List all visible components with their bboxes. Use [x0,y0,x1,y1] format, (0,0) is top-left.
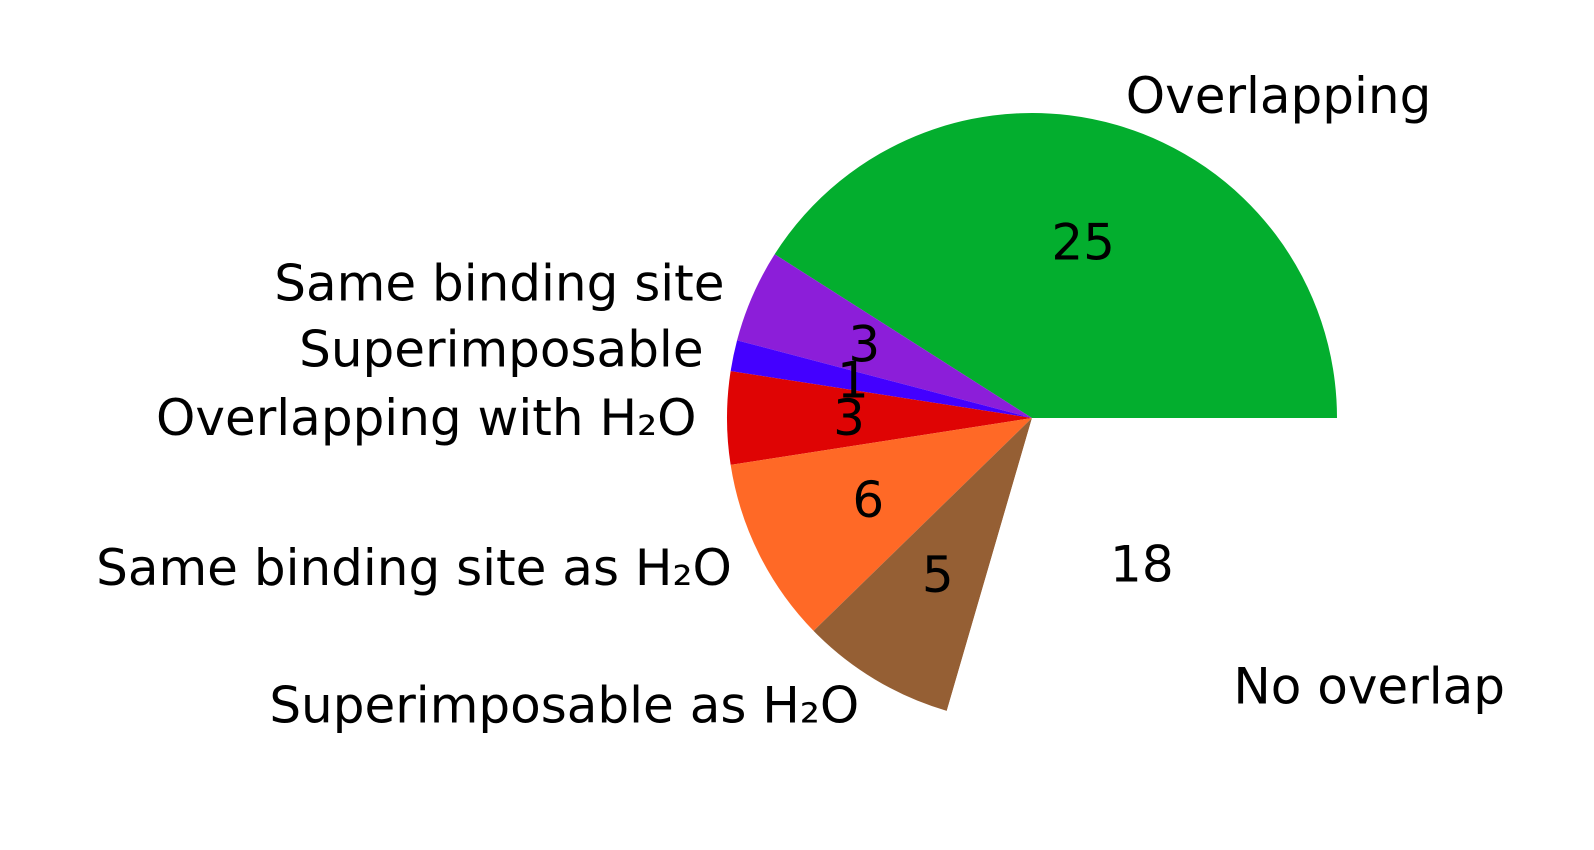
pie-slices [727,113,1337,723]
category-label-overlapping: Overlapping [1126,67,1432,125]
pie-slice-superimposable [730,340,1032,418]
category-label-no-overlap: No overlap [1233,657,1505,715]
value-label-same-binding-site: 3 [848,316,880,374]
category-label-same-binding-site-as-h-o: Same binding site as H₂O [96,539,732,597]
pie-slice-overlapping-with-h-o [727,371,1032,465]
category-label-superimposable-as-h-o: Superimposable as H₂O [269,677,859,735]
value-labels: 25 313 65 18 [833,213,1174,604]
category-label-superimposable: Superimposable [299,320,704,378]
pie-slice-same-binding-site [737,254,1032,418]
pie-slice-no-overlap [946,418,1337,723]
pie-slice-superimposable-as-h-o [813,418,1032,711]
value-label-overlapping-with-h-o: 3 [833,389,865,447]
category-label-overlapping-with-h-o: Overlapping with H₂O [156,389,696,447]
pie-slice-same-binding-site-as-h-o [730,418,1032,631]
category-labels: Overlapping Same binding site Superimposab… [96,67,1505,735]
value-label-same-binding-site-as-h-o: 6 [852,471,884,529]
value-label-superimposable: 1 [837,352,869,410]
value-label-overlapping: 25 [1051,213,1115,271]
value-label-superimposable-as-h-o: 5 [922,546,954,604]
pie-slice-overlapping [774,113,1337,419]
category-label-same-binding-site: Same binding site [274,255,724,313]
value-label-no-overlap: 18 [1110,535,1174,593]
